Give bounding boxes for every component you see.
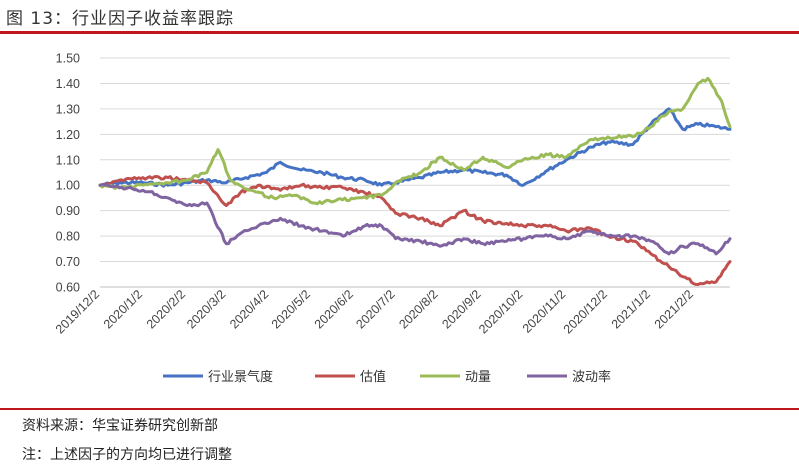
source-note: 资料来源：华宝证券研究创新部 [22, 418, 218, 434]
x-tick-label: 2021/2/2 [652, 287, 696, 331]
x-tick-label: 2020/1/2 [101, 287, 145, 331]
x-tick-label: 2020/6/2 [312, 287, 356, 331]
x-tick-label: 2020/4/2 [227, 287, 271, 331]
y-tick-label: 0.90 [56, 204, 80, 218]
x-tick-label: 2020/10/2 [476, 287, 525, 336]
x-tick-label: 2020/2/2 [144, 287, 188, 331]
y-tick-label: 0.80 [56, 230, 80, 244]
series-line [98, 175, 732, 286]
legend-label: 估值 [360, 369, 386, 385]
y-tick-label: 0.70 [56, 255, 80, 269]
series-line [98, 183, 732, 256]
legend-label: 波动率 [572, 369, 611, 385]
legend: 行业景气度 估值 动量 波动率 [163, 369, 611, 385]
top-rule [0, 31, 799, 34]
y-tick-label: 1.00 [56, 179, 80, 193]
y-tick-label: 1.30 [56, 102, 80, 116]
figure-title: 图 13：行业因子收益率跟踪 [6, 9, 235, 29]
title-bar: 图 13：行业因子收益率跟踪 [0, 0, 799, 30]
y-tick-label: 0.60 [56, 281, 80, 295]
bottom-rule [0, 408, 799, 410]
x-tick-label: 2020/8/2 [396, 287, 440, 331]
x-tick-label: 2020/5/2 [269, 287, 313, 331]
x-tick-label: 2020/12/2 [561, 287, 610, 336]
y-tick-label: 1.40 [56, 77, 80, 91]
series-lines [98, 76, 732, 286]
footnote: 注：上述因子的方向均已进行调整 [22, 447, 232, 463]
x-tick-label: 2020/11/2 [520, 287, 569, 336]
x-tick-label: 2019/12/2 [53, 287, 102, 336]
y-tick-label: 1.20 [56, 128, 80, 142]
series-line [98, 76, 732, 206]
grid-lines [100, 57, 730, 288]
legend-label: 行业景气度 [208, 369, 273, 385]
y-tick-label: 1.10 [56, 153, 80, 167]
y-tick-label: 1.50 [56, 52, 80, 66]
x-tick-label: 2020/7/2 [353, 287, 397, 331]
x-tick-label: 2020/3/2 [184, 287, 228, 331]
y-tick-labels: 0.60 0.70 0.80 0.90 1.00 1.10 1.20 1.30 1.40 1.50 [56, 52, 80, 295]
x-tick-label: 2021/1/2 [609, 287, 653, 331]
x-tick-labels: 2019/12/22020/1/22020/2/22020/3/22020/4/… [53, 287, 696, 336]
legend-label: 动量 [465, 370, 491, 385]
